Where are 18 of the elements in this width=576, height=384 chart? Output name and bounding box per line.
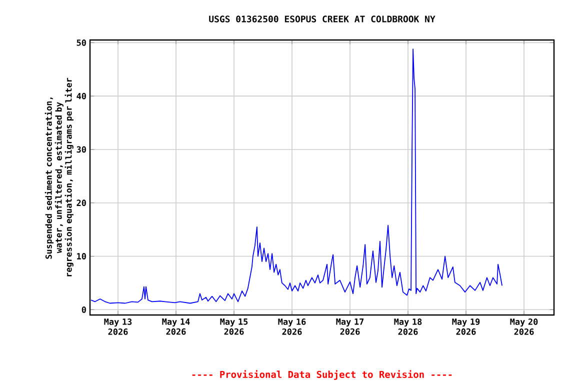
text: ---- Provisional Data Subject to Revision ---- (192, 370, 452, 380)
y-tick-label: 20 (76, 200, 86, 206)
y-tick-label: 40 (76, 92, 86, 100)
y-tick-label: 0 (82, 306, 86, 313)
x-tick-label: May 17 2026 (336, 318, 364, 335)
x-tick-label: May 13 2026 (104, 318, 132, 335)
y-axis-title: Suspended sediment concentration, water, unfiltered, estimated by regression equation, milligrams per liter (44, 78, 74, 276)
x-tick-label: May 18 2026 (394, 318, 422, 335)
x-tick-label: May 19 2026 (452, 318, 480, 335)
line-series (90, 48, 502, 304)
x-tick-label: May 20 2026 (510, 318, 538, 335)
x-tick-label: May 15 2026 (220, 318, 248, 335)
y-tick-label: 30 (76, 146, 86, 153)
y-tick-label: 10 (77, 253, 86, 260)
y-tick-label: 50 (76, 39, 86, 46)
chart-title: USGS 01362500 ESOPUS CREEK AT COLDBROOK NY (209, 16, 436, 22)
x-tick-label: May 16 2026 (278, 318, 306, 335)
x-tick-label: May 14 2026 (162, 318, 190, 335)
